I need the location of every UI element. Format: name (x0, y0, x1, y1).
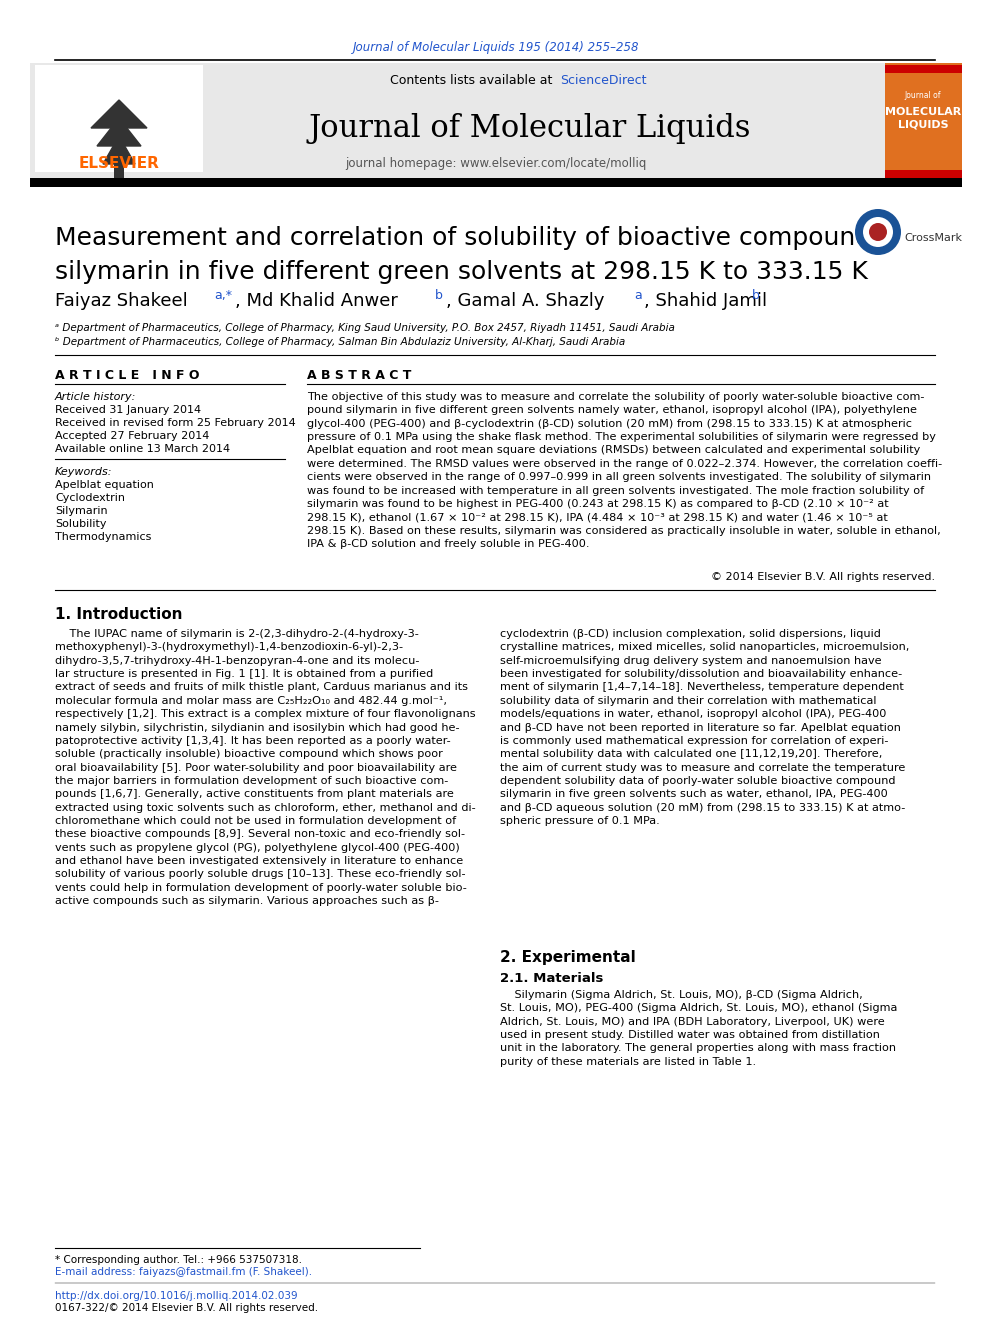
Text: 2. Experimental: 2. Experimental (500, 950, 636, 964)
Text: Silymarin: Silymarin (55, 505, 107, 516)
Polygon shape (91, 101, 147, 128)
Text: cyclodextrin (β-CD) inclusion complexation, solid dispersions, liquid
crystallin: cyclodextrin (β-CD) inclusion complexati… (500, 628, 910, 826)
Bar (885, 65, 962, 73)
Text: 0167-322/© 2014 Elsevier B.V. All rights reserved.: 0167-322/© 2014 Elsevier B.V. All rights… (55, 1303, 318, 1312)
Text: Apelblat equation: Apelblat equation (55, 480, 154, 490)
Bar (885, 169, 962, 179)
Polygon shape (103, 136, 135, 164)
Text: Article history:: Article history: (55, 392, 136, 402)
Text: 2.1. Materials: 2.1. Materials (500, 972, 603, 986)
Text: ELSEVIER: ELSEVIER (78, 156, 160, 171)
Text: © 2014 Elsevier B.V. All rights reserved.: © 2014 Elsevier B.V. All rights reserved… (711, 572, 935, 582)
Text: The objective of this study was to measure and correlate the solubility of poorl: The objective of this study was to measu… (307, 392, 942, 549)
Text: Received 31 January 2014: Received 31 January 2014 (55, 405, 201, 415)
Text: A R T I C L E   I N F O: A R T I C L E I N F O (55, 369, 199, 382)
Text: MOLECULAR
LIQUIDS: MOLECULAR LIQUIDS (885, 107, 961, 130)
Bar (35, 65, 203, 172)
Text: b: b (435, 288, 442, 302)
Bar (885, 64, 962, 179)
Bar (30, 64, 885, 179)
Text: Contents lists available at: Contents lists available at (390, 74, 560, 86)
Text: http://dx.doi.org/10.1016/j.molliq.2014.02.039: http://dx.doi.org/10.1016/j.molliq.2014.… (55, 1291, 298, 1301)
Text: * Corresponding author. Tel.: +966 537507318.: * Corresponding author. Tel.: +966 53750… (55, 1256, 302, 1265)
Text: Journal of Molecular Liquids: Journal of Molecular Liquids (309, 112, 751, 143)
Text: ᵃ Department of Pharmaceutics, College of Pharmacy, King Saud University, P.O. B: ᵃ Department of Pharmaceutics, College o… (55, 323, 675, 333)
Text: Silymarin (Sigma Aldrich, St. Louis, MO), β-CD (Sigma Aldrich,
St. Louis, MO), P: Silymarin (Sigma Aldrich, St. Louis, MO)… (500, 990, 898, 1066)
Text: journal homepage: www.elsevier.com/locate/molliq: journal homepage: www.elsevier.com/locat… (345, 156, 647, 169)
Text: Accepted 27 February 2014: Accepted 27 February 2014 (55, 431, 209, 441)
Text: ᵇ Department of Pharmaceutics, College of Pharmacy, Salman Bin Abdulaziz Univers: ᵇ Department of Pharmaceutics, College o… (55, 337, 625, 347)
Circle shape (855, 209, 901, 255)
Text: , Gamal A. Shazly: , Gamal A. Shazly (446, 292, 610, 310)
Text: A B S T R A C T: A B S T R A C T (307, 369, 412, 382)
Text: ScienceDirect: ScienceDirect (560, 74, 647, 86)
Text: Journal of: Journal of (905, 90, 941, 99)
Text: a,*: a,* (214, 288, 232, 302)
Text: , Md Khalid Anwer: , Md Khalid Anwer (235, 292, 404, 310)
Text: 1. Introduction: 1. Introduction (55, 607, 183, 622)
Text: Cyclodextrin: Cyclodextrin (55, 493, 125, 503)
Text: Keywords:: Keywords: (55, 467, 112, 478)
Text: Received in revised form 25 February 2014: Received in revised form 25 February 201… (55, 418, 296, 429)
Text: a: a (634, 288, 642, 302)
Circle shape (869, 224, 887, 241)
Text: Available online 13 March 2014: Available online 13 March 2014 (55, 445, 230, 454)
Text: The IUPAC name of silymarin is 2-(2,3-dihydro-2-(4-hydroxy-3-
methoxyphenyl)-3-(: The IUPAC name of silymarin is 2-(2,3-di… (55, 628, 475, 906)
Text: CrossMark: CrossMark (904, 233, 962, 243)
Text: , Shahid Jamil: , Shahid Jamil (644, 292, 773, 310)
Text: silymarin in five different green solvents at 298.15 K to 333.15 K: silymarin in five different green solven… (55, 261, 868, 284)
Text: Solubility: Solubility (55, 519, 106, 529)
Circle shape (863, 217, 893, 247)
Text: Measurement and correlation of solubility of bioactive compound: Measurement and correlation of solubilit… (55, 226, 871, 250)
Bar (114, 164, 124, 184)
Bar (30, 179, 962, 187)
Text: Faiyaz Shakeel: Faiyaz Shakeel (55, 292, 193, 310)
Polygon shape (97, 118, 141, 146)
Text: E-mail address: faiyazs@fastmail.fm (F. Shakeel).: E-mail address: faiyazs@fastmail.fm (F. … (55, 1267, 312, 1277)
Text: Journal of Molecular Liquids 195 (2014) 255–258: Journal of Molecular Liquids 195 (2014) … (353, 41, 639, 54)
Text: b: b (752, 288, 760, 302)
Text: Thermodynamics: Thermodynamics (55, 532, 152, 542)
